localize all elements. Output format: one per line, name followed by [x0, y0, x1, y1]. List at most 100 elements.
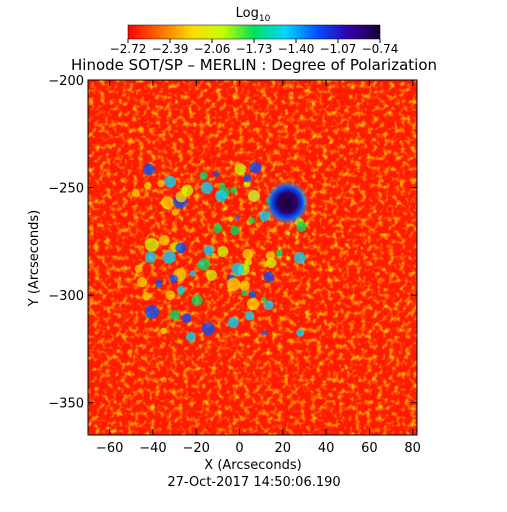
- plage-blob: [162, 250, 176, 264]
- plage-blob: [144, 251, 157, 263]
- plage-blob: [263, 300, 274, 310]
- plage-blob: [235, 215, 240, 220]
- plage-blob: [261, 330, 268, 336]
- plage-blob: [230, 186, 238, 194]
- plage-blob: [205, 269, 217, 281]
- x-tick-label: 40: [318, 441, 335, 456]
- heatmap-texture: [88, 80, 417, 435]
- plage-blob: [134, 264, 143, 273]
- plage-blob: [263, 271, 275, 283]
- plage-blob: [260, 296, 267, 303]
- colorbar: [127, 24, 381, 40]
- plage-blob: [227, 216, 233, 222]
- plage-blob: [212, 223, 223, 234]
- y-tick-label: −350: [48, 397, 84, 412]
- plage-blob: [234, 163, 247, 176]
- colorbar-tick-label: −1.07: [320, 42, 357, 56]
- colorbar-tick-label: −1.73: [236, 42, 273, 56]
- plage-blob: [181, 313, 192, 323]
- plage-blob: [242, 248, 253, 260]
- y-tick-label: −200: [48, 74, 84, 89]
- plage-blob: [293, 251, 306, 264]
- x-axis-label: X (Arcseconds): [204, 458, 301, 473]
- plage-blob: [211, 253, 217, 259]
- plage-blob: [189, 270, 197, 277]
- plage-blob: [144, 304, 159, 319]
- plage-blob: [219, 182, 226, 189]
- plage-blob: [176, 285, 185, 294]
- plage-blob: [157, 180, 165, 188]
- plage-blob: [169, 274, 179, 284]
- plage-blob: [200, 262, 205, 267]
- plage-blob: [217, 245, 229, 257]
- plage-blob: [181, 184, 194, 197]
- x-tick-label: −20: [183, 441, 210, 456]
- colorbar-tick-label: −1.40: [278, 42, 315, 56]
- plage-blob: [263, 263, 268, 268]
- plage-blob: [259, 210, 271, 222]
- plage-blob: [275, 249, 283, 257]
- y-axis-ticks: −200 −250 −300 −350: [48, 74, 417, 412]
- y-tick-label: −300: [48, 289, 84, 304]
- plage-blob: [203, 244, 215, 256]
- x-tick-label: −60: [96, 441, 123, 456]
- colorbar-tick-label: −2.06: [194, 42, 231, 56]
- plage-blob: [215, 189, 228, 202]
- plage-blob: [286, 231, 291, 236]
- plage-blob: [171, 208, 179, 216]
- plage-blob: [296, 328, 305, 337]
- plage-blob: [231, 262, 245, 276]
- plage-blob: [175, 242, 187, 254]
- plage-blob: [243, 174, 252, 183]
- plage-blob: [200, 181, 213, 194]
- plage-blob: [243, 180, 251, 188]
- plage-blob: [244, 258, 253, 266]
- plage-blob: [169, 310, 181, 321]
- plage-blob: [137, 277, 148, 288]
- plage-blob: [241, 290, 247, 296]
- y-axis-label: Y (Arcseconds): [27, 210, 42, 307]
- plage-blob: [230, 225, 240, 236]
- colorbar-tick-label: −2.39: [152, 42, 189, 56]
- plage-blob: [131, 188, 140, 198]
- plage-blob: [201, 322, 215, 336]
- plage-blob: [212, 170, 219, 177]
- plage-blob: [186, 331, 197, 342]
- x-tick-label: 0: [235, 441, 243, 456]
- plage-blob: [160, 327, 167, 335]
- plage-blob: [154, 279, 163, 288]
- plage-blob: [246, 297, 260, 311]
- colorbar-ticks: −2.72 −2.39 −2.06 −1.73 −1.40 −1.07 −0.74: [110, 39, 399, 56]
- plage-blob: [178, 291, 184, 296]
- plage-blob: [227, 316, 239, 328]
- plage-blob: [142, 163, 155, 176]
- plage-blob: [247, 189, 260, 202]
- plage-blob: [145, 237, 159, 252]
- plage-blob: [286, 256, 291, 261]
- x-tick-label: −40: [139, 441, 166, 456]
- y-tick-label: −250: [48, 182, 84, 197]
- plage-blob: [164, 175, 177, 188]
- colorbar-label: Log10: [236, 6, 271, 24]
- plage-blob: [239, 280, 250, 291]
- x-tick-label: 80: [404, 441, 421, 456]
- plage-blob: [142, 292, 151, 301]
- chart-title: Hinode SOT/SP – MERLIN : Degree of Polar…: [71, 56, 437, 74]
- x-axis-ticks: −60 −40 −20 0 20 40 60 80: [96, 80, 421, 456]
- plage-blob: [248, 217, 256, 224]
- plage-blob: [249, 161, 262, 174]
- plage-blob: [248, 290, 257, 299]
- plage-blob: [296, 221, 307, 232]
- plage-blob: [165, 290, 176, 301]
- plot-frame: [87, 79, 418, 436]
- plage-blob: [266, 257, 277, 269]
- plage-blob: [199, 171, 208, 180]
- plage-blob: [191, 294, 203, 306]
- colorbar-tick-label: −0.74: [362, 42, 399, 56]
- plage-blob: [244, 310, 255, 321]
- timestamp-footer: 27-Oct-2017 14:50:06.190: [167, 475, 340, 490]
- plage-blob: [161, 196, 174, 210]
- plage-blob: [226, 277, 241, 292]
- plage-blob: [143, 181, 152, 190]
